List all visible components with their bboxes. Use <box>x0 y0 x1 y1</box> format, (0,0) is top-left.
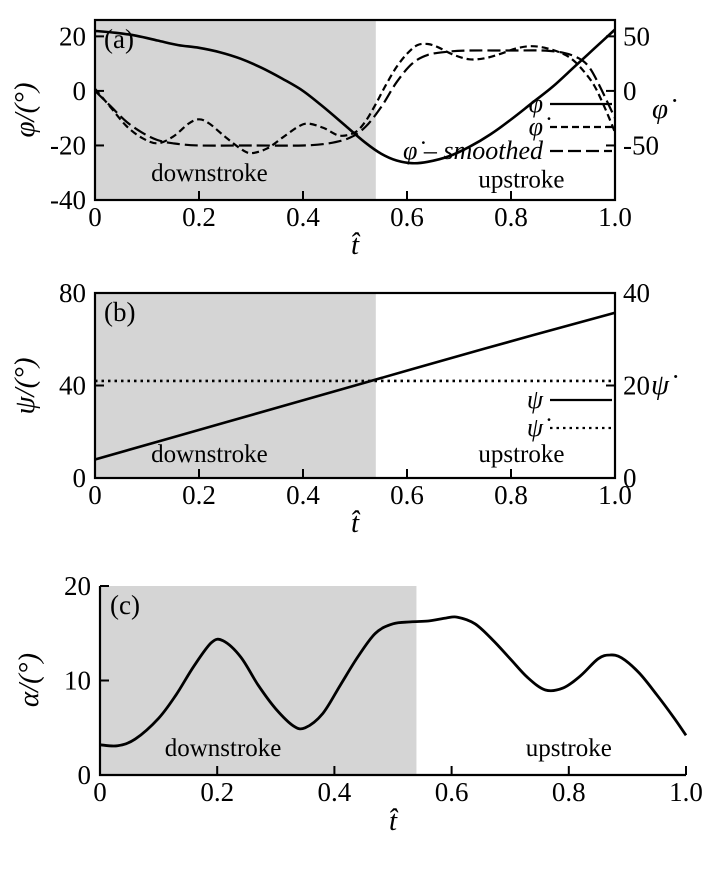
y-right-axis-label: φ̇ <box>652 93 677 125</box>
y-right-tick-label: 0 <box>623 76 637 106</box>
y-left-tick-label: 20 <box>59 21 86 51</box>
series-phi <box>94 28 616 165</box>
y-left-tick-label: 20 <box>64 571 91 601</box>
chart-c: downstroke upstroke 0 0.2 0.4 0.6 0.8 1.0 0 10 20 (… <box>13 571 703 837</box>
x-tick-label: 0.2 <box>182 480 216 510</box>
y-left-tick-label: 0 <box>73 463 87 493</box>
x-axis-label: t̂ <box>351 507 360 539</box>
x-tick-label: 0.8 <box>494 202 528 232</box>
series-phi-dot-smoothed <box>94 49 616 147</box>
legend-label: ψ <box>527 385 544 414</box>
legend-label: φ̇ – smoothed <box>403 136 544 165</box>
y-right-axis-label: ψ̇ <box>651 369 678 401</box>
panel-label: (b) <box>104 297 135 327</box>
y-right-tick-label: -50 <box>623 130 659 160</box>
x-axis-label: t̂ <box>351 229 360 261</box>
y-left-axis-label: ψ/(°) <box>9 358 41 415</box>
y-left-tick-label: 80 <box>59 278 86 308</box>
y-right-tick-label: 0 <box>623 463 637 493</box>
legend-label: φ <box>529 89 543 118</box>
chart-a: downstroke upstroke 0 0.2 0.4 0.6 0.8 1.0 20 0 -20… <box>9 18 677 261</box>
upstroke-label: upstroke <box>478 441 564 468</box>
y-right-tick-label: 40 <box>623 278 650 308</box>
y-left-tick-label: -40 <box>50 185 86 215</box>
x-tick-label: 0.4 <box>286 480 320 510</box>
x-tick-label: 0 <box>93 777 107 807</box>
x-axis-label: t̂ <box>389 805 398 837</box>
x-tick-label: 0.6 <box>435 777 469 807</box>
x-tick-label: 0.4 <box>318 777 352 807</box>
y-left-tick-label: 10 <box>64 666 91 696</box>
series-phi-dot <box>94 42 617 155</box>
axes-frame <box>93 18 617 202</box>
x-tick-label: 0.8 <box>494 480 528 510</box>
downstroke-label: downstroke <box>165 735 282 762</box>
y-left-axis-label: α/(°) <box>13 653 45 707</box>
x-tick-label: 1.0 <box>598 202 632 232</box>
x-tick-label: 0 <box>88 480 102 510</box>
y-left-axis-label: φ/(°) <box>9 82 41 137</box>
downstroke-shade <box>100 586 417 775</box>
y-right-tick-label: 50 <box>623 21 650 51</box>
x-tick-label: 0 <box>88 202 102 232</box>
legend-label: ψ̇ <box>527 413 551 442</box>
x-tick-label: 1.0 <box>669 777 703 807</box>
y-left-tick-label: 0 <box>73 76 87 106</box>
x-tick-label: 1.0 <box>598 480 632 510</box>
panel-label: (a) <box>104 24 134 54</box>
x-tick-label: 0.2 <box>182 202 216 232</box>
downstroke-label: downstroke <box>151 441 268 468</box>
x-tick-label: 0.8 <box>552 777 586 807</box>
y-left-tick-label: 0 <box>78 760 92 790</box>
x-tick-label: 0.4 <box>286 202 320 232</box>
x-tick-label: 0.2 <box>200 777 234 807</box>
x-tick-label: 0.6 <box>390 480 424 510</box>
x-tick-label: 0.6 <box>390 202 424 232</box>
y-right-tick-label: 20 <box>623 371 650 401</box>
y-left-tick-label: -20 <box>50 130 86 160</box>
upstroke-label: upstroke <box>478 167 564 194</box>
series-alpha <box>99 615 688 748</box>
downstroke-label: downstroke <box>151 160 268 187</box>
series-psi <box>94 311 616 461</box>
panel-label: (c) <box>110 590 140 620</box>
y-left-tick-label: 40 <box>59 371 86 401</box>
upstroke-label: upstroke <box>526 735 612 762</box>
